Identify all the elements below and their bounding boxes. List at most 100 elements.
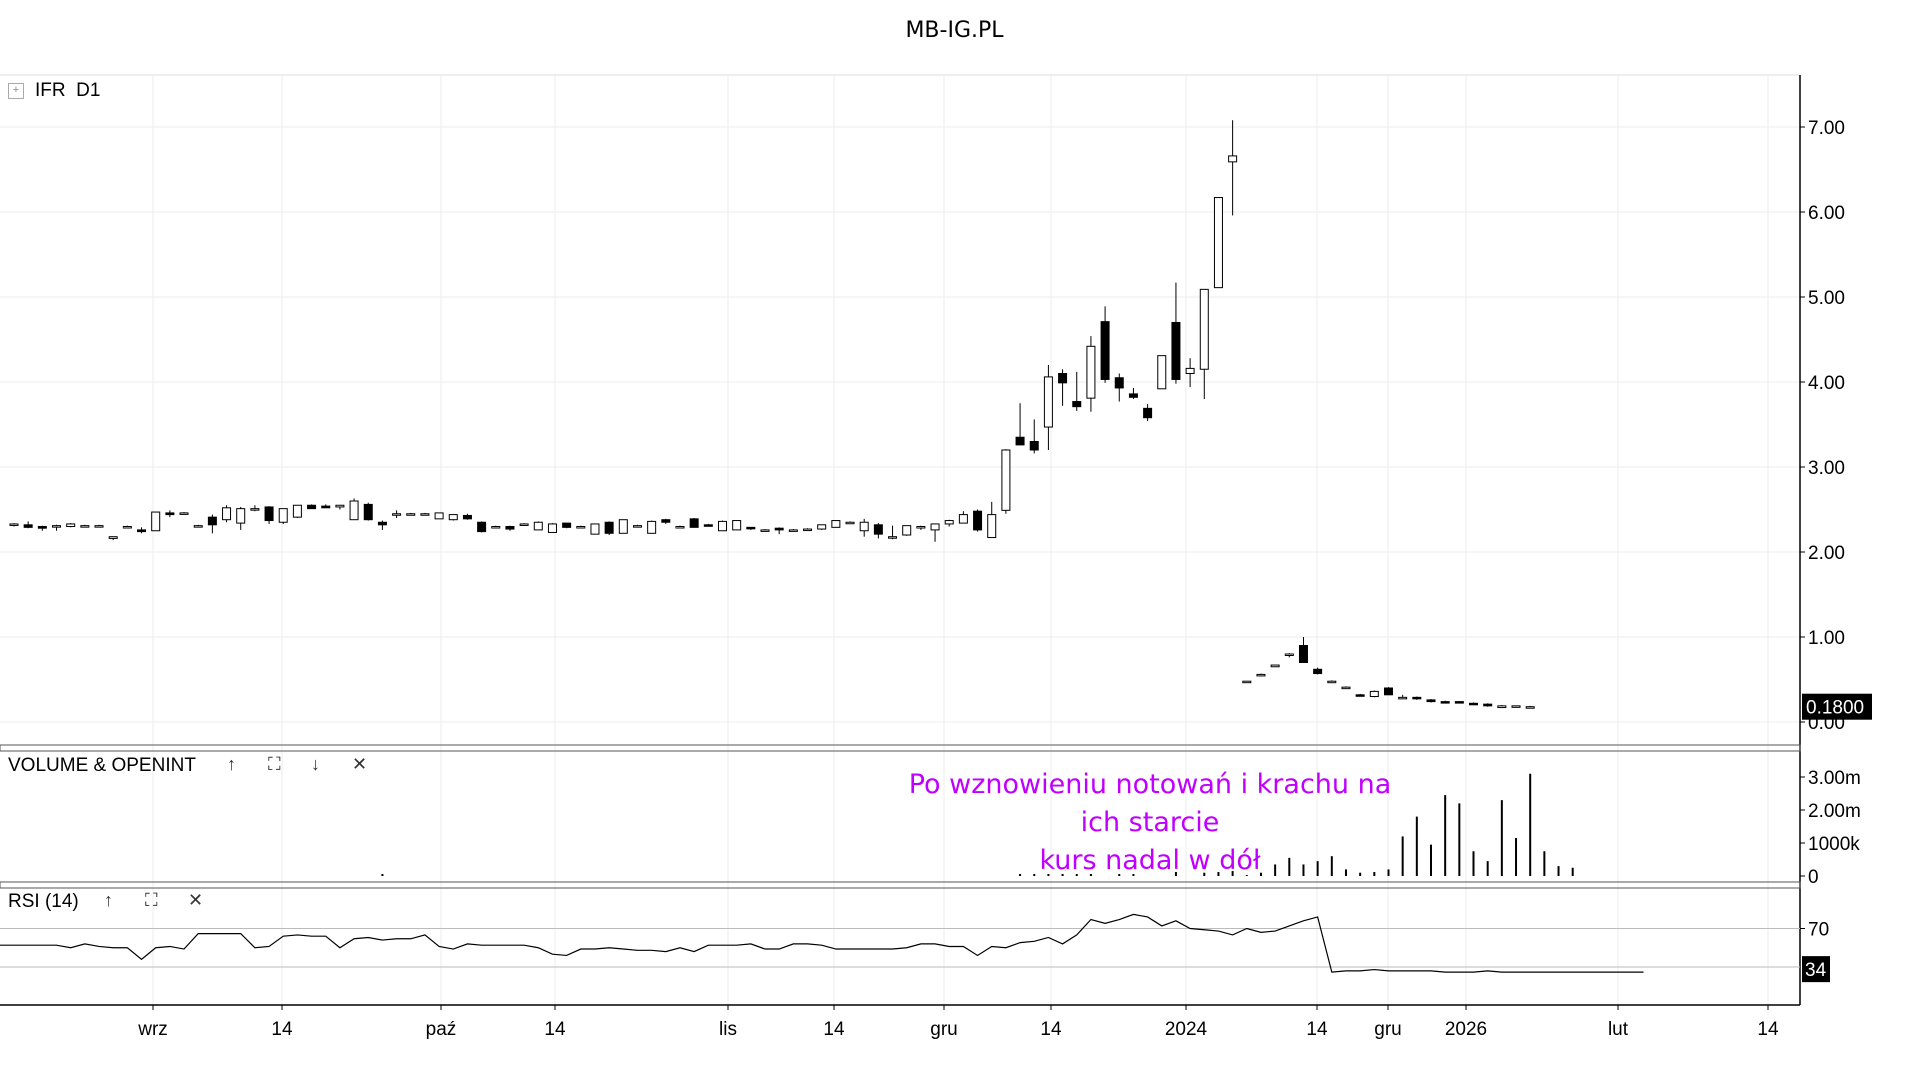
candle-body — [1483, 703, 1493, 707]
candle-body — [406, 513, 416, 516]
candle-body — [916, 526, 926, 529]
candle-body — [1128, 393, 1138, 398]
price-tick-label: 2.00 — [1808, 543, 1845, 564]
candle-body — [689, 518, 699, 528]
pane-separator — [0, 744, 1801, 752]
candle-body — [1284, 653, 1294, 656]
candle-body — [207, 516, 217, 526]
x-tick-label: wrz — [137, 1019, 168, 1040]
expand-icon[interactable]: + — [8, 83, 24, 99]
close-icon[interactable]: ✕ — [352, 754, 368, 774]
price-tick-label: 5.00 — [1808, 288, 1845, 309]
candle-body — [987, 514, 997, 539]
candle-body — [1469, 702, 1479, 706]
x-tick-label: paź — [426, 1019, 457, 1040]
candle-body — [264, 506, 274, 522]
candle-body — [1412, 696, 1422, 700]
candle-body — [1213, 197, 1223, 289]
candle-body — [108, 536, 118, 539]
pane-separator — [0, 881, 1801, 889]
move-down-icon[interactable]: ↓ — [311, 754, 320, 774]
price-tick-label: 4.00 — [1808, 373, 1845, 394]
annotation-line-2: kurs nadal w dół — [1039, 845, 1261, 876]
x-tick-label: 14 — [544, 1019, 566, 1040]
candle-body — [1398, 696, 1408, 700]
candle-body — [66, 523, 76, 528]
rsi-close-icon[interactable]: ✕ — [188, 890, 204, 910]
rsi-last-value-box — [1802, 956, 1830, 983]
candle-body — [165, 512, 175, 516]
candle-body — [1341, 686, 1351, 690]
candle-body — [1228, 155, 1238, 163]
candle-body — [547, 523, 557, 533]
candle-body — [9, 523, 19, 526]
candle-body — [944, 520, 954, 525]
candle-body — [1440, 701, 1450, 704]
price-tick-label: 7.00 — [1808, 118, 1845, 139]
candle-body — [434, 512, 444, 520]
candle-body — [632, 525, 642, 528]
candle-body — [1199, 288, 1209, 370]
maximize-icon[interactable]: ⛶ — [268, 754, 281, 774]
candle-body — [788, 529, 798, 532]
candle-body — [1313, 668, 1323, 675]
x-tick-label: 2024 — [1165, 1019, 1208, 1040]
candle-body — [222, 507, 232, 521]
candle-body — [1327, 680, 1337, 684]
x-tick-label: lis — [719, 1019, 737, 1040]
candle-body — [1171, 322, 1181, 380]
volume-tick-label: 3.00m — [1808, 768, 1861, 789]
candle-body — [1497, 705, 1507, 709]
candle-body — [519, 523, 529, 526]
candle-body — [1355, 694, 1365, 697]
candle-body — [902, 525, 912, 536]
last-price-box — [1802, 693, 1872, 720]
candle-body — [576, 526, 586, 529]
candle-body — [845, 521, 855, 525]
candle-body — [1426, 699, 1436, 703]
candle-body — [604, 521, 614, 534]
candle-body — [377, 521, 387, 526]
candle-body — [1185, 367, 1195, 374]
candle-body — [1242, 680, 1252, 684]
candle-body — [94, 525, 104, 528]
x-tick-label: 14 — [1757, 1019, 1779, 1040]
candle-body — [1072, 401, 1082, 408]
candle-body — [859, 521, 869, 532]
candle-body — [873, 524, 883, 535]
candle-body — [363, 503, 373, 521]
move-up-icon[interactable]: ↑ — [227, 754, 236, 774]
x-tick-label: 14 — [1040, 1019, 1062, 1040]
candle-body — [448, 514, 458, 521]
candle-body — [618, 519, 628, 534]
candle-body — [1525, 706, 1535, 709]
candle-body — [647, 520, 657, 534]
x-tick-label: gru — [1374, 1019, 1401, 1040]
annotation-text: Po wznowieniu notowań i krachu na ich st… — [900, 766, 1400, 880]
rsi-maximize-icon[interactable]: ⛶ — [145, 890, 158, 910]
candle-body — [1454, 701, 1464, 704]
rsi-move-up-icon[interactable]: ↑ — [104, 890, 113, 910]
candle-body — [1298, 645, 1308, 663]
candle-body — [675, 526, 685, 529]
candle-body — [1157, 355, 1167, 390]
volume-pane-label: VOLUME & OPENINT — [8, 755, 196, 776]
candle-body — [590, 523, 600, 535]
candle-body — [1001, 449, 1011, 511]
candle-body — [718, 520, 727, 532]
candle-body — [491, 526, 501, 529]
candle-body — [1114, 377, 1124, 389]
candle-body — [477, 521, 487, 533]
candle-body — [321, 505, 331, 509]
candle-body — [151, 511, 161, 532]
x-tick-label: lut — [1608, 1019, 1629, 1040]
candle-body — [462, 514, 472, 520]
x-tick-label: 14 — [823, 1019, 845, 1040]
price-pane-label: IFR D1 — [35, 80, 100, 102]
rsi-line — [0, 913, 1644, 973]
candle-body — [703, 524, 713, 527]
volume-tick-label: 2.00m — [1808, 801, 1861, 822]
x-tick-label: gru — [930, 1019, 957, 1040]
candle-body — [746, 526, 756, 530]
candle-body — [661, 519, 671, 523]
